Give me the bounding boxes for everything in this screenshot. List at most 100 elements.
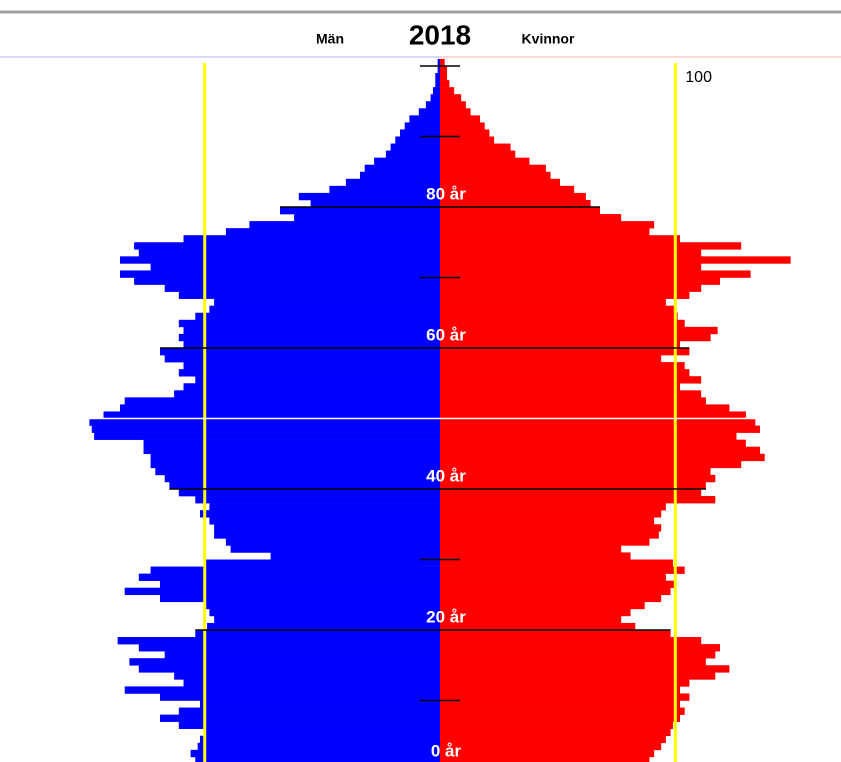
bar-women: [440, 510, 662, 518]
bar-women: [440, 207, 600, 215]
bar-men: [364, 164, 440, 173]
bar-men: [214, 524, 440, 532]
bar-men: [178, 707, 440, 715]
bar-men: [160, 348, 440, 356]
bar-women: [440, 270, 751, 278]
bar-women: [440, 249, 702, 257]
age-label: 0 år: [431, 741, 462, 760]
bar-women: [440, 312, 678, 321]
bar-women: [440, 221, 655, 229]
bar-women: [440, 742, 662, 751]
bar-men: [204, 728, 440, 737]
bar-women: [440, 467, 711, 476]
bar-men: [310, 199, 440, 208]
bar-women: [440, 291, 690, 299]
age-label: 40 år: [426, 466, 466, 485]
bar-women: [440, 524, 662, 532]
bar-men: [164, 284, 441, 292]
bar-men: [174, 672, 440, 680]
bar-women: [440, 552, 631, 560]
bar-women: [440, 517, 655, 525]
bar-women: [440, 404, 730, 412]
bar-women: [440, 340, 680, 349]
age-label: 60 år: [426, 325, 466, 344]
bar-women: [440, 693, 690, 701]
bar-women: [440, 538, 650, 546]
bar-men: [174, 390, 440, 398]
bar-men: [183, 340, 440, 349]
bar-men: [138, 665, 440, 673]
bar-men: [214, 531, 440, 539]
bar-men: [195, 756, 440, 762]
bar-women: [440, 531, 659, 539]
bar-women: [440, 615, 622, 624]
bar-women: [440, 256, 791, 264]
bar-women: [440, 164, 546, 173]
bar-women: [440, 686, 680, 694]
bar-women: [440, 235, 680, 243]
bar-women: [440, 369, 690, 377]
bar-men: [329, 185, 440, 194]
bar-women: [440, 136, 495, 144]
bar-men: [435, 80, 440, 88]
bar-men: [138, 249, 440, 257]
bar-men: [214, 298, 440, 306]
bar-women: [440, 665, 730, 673]
bar-women: [440, 263, 702, 271]
bar-women: [440, 573, 666, 581]
bar-men: [374, 157, 440, 165]
bar-women: [440, 658, 706, 666]
bar-women: [440, 453, 765, 462]
plot: 100 0 år 20 år 40 år 60 år 80 år: [0, 58, 841, 762]
bar-women: [440, 496, 716, 504]
bar-men: [164, 651, 441, 659]
bar-women: [440, 362, 685, 370]
bar-men: [395, 136, 440, 144]
bar-men: [143, 446, 440, 455]
bar-men: [134, 277, 440, 285]
bar-men: [155, 467, 440, 476]
bar-women: [440, 101, 466, 109]
bar-men: [225, 538, 440, 546]
bar-women: [440, 66, 448, 74]
bar-women: [440, 383, 680, 391]
bar-men: [178, 319, 440, 328]
bar-men: [360, 171, 440, 180]
bar-women: [440, 608, 631, 617]
bar-men: [160, 714, 440, 722]
bar-women: [440, 298, 666, 306]
bar-women: [440, 439, 746, 447]
bar-women: [440, 242, 742, 250]
bar-men: [178, 489, 440, 497]
bar-men: [195, 312, 440, 321]
bar-men: [204, 559, 440, 567]
bar-women: [440, 601, 645, 610]
bar-men: [150, 566, 440, 574]
bar-men: [178, 369, 440, 377]
bar-women: [440, 700, 680, 708]
bar-women: [440, 199, 591, 208]
legend-women: Kvinnor: [522, 31, 575, 47]
bar-men: [230, 545, 440, 553]
bar-men: [178, 291, 440, 299]
bar-men: [270, 552, 440, 560]
bar-men: [150, 460, 440, 469]
bar-men: [209, 517, 440, 525]
bar-women: [440, 185, 575, 194]
bar-men: [197, 742, 440, 751]
bar-women: [440, 348, 690, 356]
bar-women: [440, 129, 490, 137]
bar-men: [169, 481, 441, 490]
bar-men: [143, 439, 440, 447]
bar-men: [138, 573, 440, 581]
bar-women: [440, 150, 516, 158]
bar-men: [195, 496, 440, 504]
bar-men: [124, 686, 441, 694]
bar-women: [440, 108, 471, 116]
bar-women: [440, 376, 702, 384]
bar-women: [440, 651, 716, 659]
bar-men: [160, 580, 440, 588]
bar-men: [209, 608, 440, 617]
bar-women: [440, 73, 448, 81]
